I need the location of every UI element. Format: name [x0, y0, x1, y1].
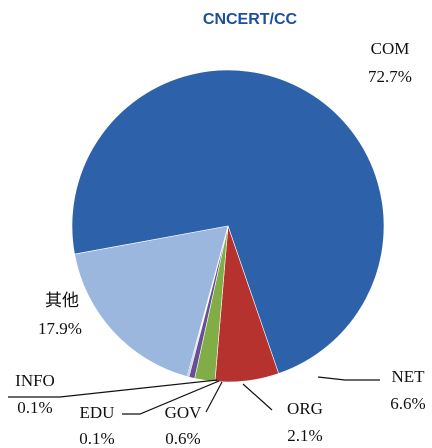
leader-line: [317, 376, 380, 381]
leader-line: [8, 379, 218, 398]
slice-label: GOV: [165, 403, 203, 422]
slice-value-label: 6.6%: [390, 394, 425, 413]
slice-label: EDU: [80, 403, 115, 422]
pie-slice: [74, 225, 229, 377]
slice-label: NET: [391, 367, 425, 386]
slice-value-label: 72.7%: [368, 67, 412, 86]
slice-value-label: 2.1%: [287, 426, 322, 445]
leader-line: [205, 381, 223, 413]
slice-value-label: 17.9%: [38, 319, 82, 338]
slice-value-label: 0.1%: [17, 398, 52, 417]
slice-value-label: 0.1%: [79, 429, 114, 448]
slice-value-label: 0.6%: [165, 429, 200, 448]
chart-title: CNCERT/CC: [203, 11, 298, 28]
slice-label: COM: [371, 39, 410, 58]
leader-line: [122, 380, 220, 415]
leader-lines: [8, 376, 380, 415]
slice-label: INFO: [15, 371, 55, 390]
slice-label: 其他: [45, 291, 79, 310]
pie-slice: [71, 69, 385, 374]
leader-line: [242, 383, 273, 411]
slice-label: ORG: [287, 399, 323, 418]
